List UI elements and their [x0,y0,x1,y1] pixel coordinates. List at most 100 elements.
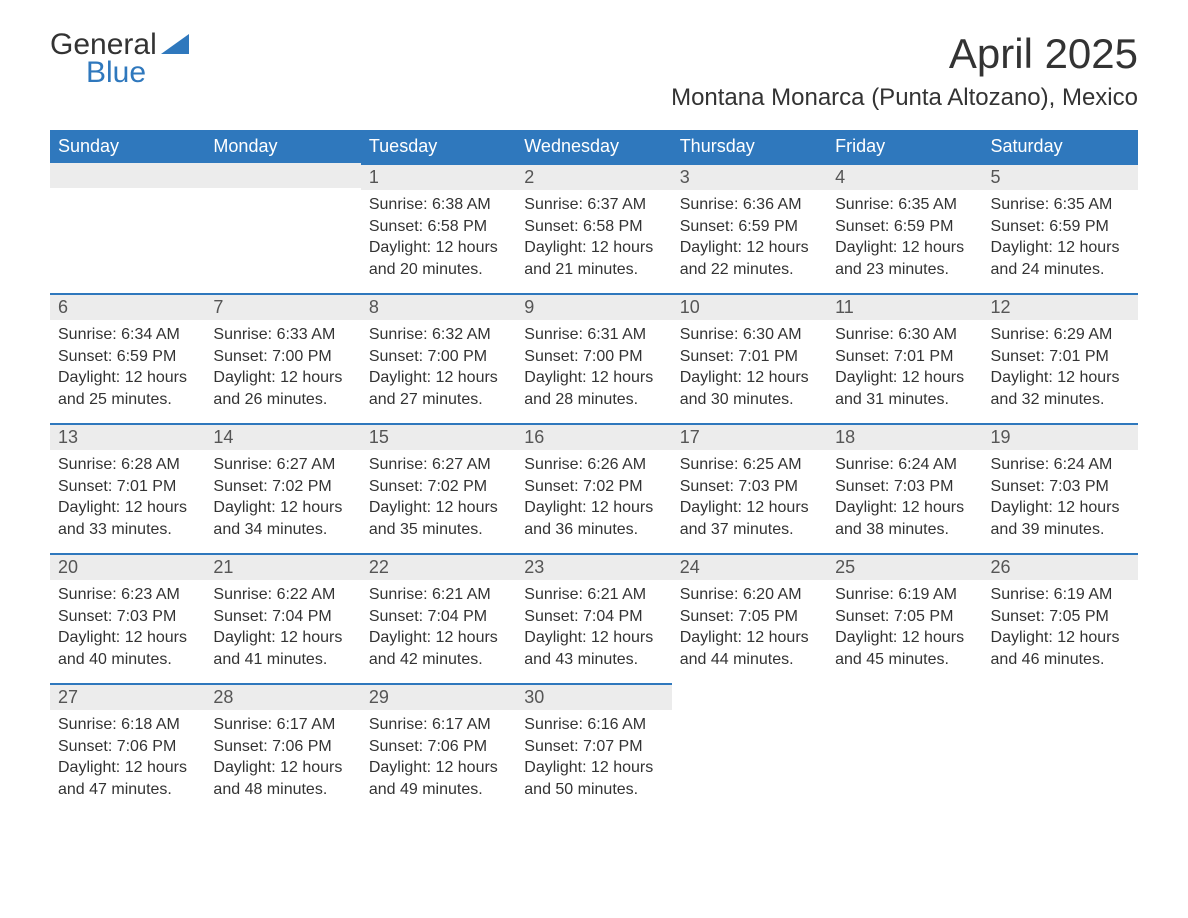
day-line-ss: Sunset: 7:07 PM [524,736,663,758]
day-line-d1: Daylight: 12 hours [213,627,352,649]
day-body: Sunrise: 6:21 AMSunset: 7:04 PMDaylight:… [361,580,516,680]
calendar-cell: 24Sunrise: 6:20 AMSunset: 7:05 PMDayligh… [672,553,827,683]
day-line-sr: Sunrise: 6:29 AM [991,324,1130,346]
day-line-sr: Sunrise: 6:21 AM [369,584,508,606]
day-number: 17 [672,425,827,450]
calendar-cell: 11Sunrise: 6:30 AMSunset: 7:01 PMDayligh… [827,293,982,423]
calendar-week: 13Sunrise: 6:28 AMSunset: 7:01 PMDayligh… [50,423,1138,553]
day-line-sr: Sunrise: 6:19 AM [835,584,974,606]
day-body: Sunrise: 6:36 AMSunset: 6:59 PMDaylight:… [672,190,827,290]
day-number: 1 [361,165,516,190]
day-body: Sunrise: 6:27 AMSunset: 7:02 PMDaylight:… [205,450,360,550]
day-line-sr: Sunrise: 6:18 AM [58,714,197,736]
day-line-ss: Sunset: 6:58 PM [369,216,508,238]
day-number: 10 [672,295,827,320]
day-line-ss: Sunset: 6:59 PM [991,216,1130,238]
day-line-d1: Daylight: 12 hours [213,497,352,519]
day-line-sr: Sunrise: 6:33 AM [213,324,352,346]
day-line-ss: Sunset: 7:04 PM [213,606,352,628]
day-line-d1: Daylight: 12 hours [524,627,663,649]
col-saturday: Saturday [983,130,1138,163]
calendar-table: Sunday Monday Tuesday Wednesday Thursday… [50,130,1138,813]
day-body: Sunrise: 6:16 AMSunset: 7:07 PMDaylight:… [516,710,671,810]
day-line-d1: Daylight: 12 hours [991,237,1130,259]
calendar-week: 6Sunrise: 6:34 AMSunset: 6:59 PMDaylight… [50,293,1138,423]
day-body: Sunrise: 6:24 AMSunset: 7:03 PMDaylight:… [827,450,982,550]
day-line-d1: Daylight: 12 hours [835,627,974,649]
day-line-sr: Sunrise: 6:22 AM [213,584,352,606]
day-line-sr: Sunrise: 6:19 AM [991,584,1130,606]
day-number: 19 [983,425,1138,450]
day-line-ss: Sunset: 7:05 PM [835,606,974,628]
day-line-ss: Sunset: 6:59 PM [680,216,819,238]
calendar-cell: 8Sunrise: 6:32 AMSunset: 7:00 PMDaylight… [361,293,516,423]
calendar-cell: 7Sunrise: 6:33 AMSunset: 7:00 PMDaylight… [205,293,360,423]
day-number-empty [50,163,205,188]
day-line-ss: Sunset: 6:58 PM [524,216,663,238]
day-line-d1: Daylight: 12 hours [58,627,197,649]
day-line-ss: Sunset: 7:01 PM [680,346,819,368]
calendar-cell: 26Sunrise: 6:19 AMSunset: 7:05 PMDayligh… [983,553,1138,683]
day-body: Sunrise: 6:29 AMSunset: 7:01 PMDaylight:… [983,320,1138,420]
day-body: Sunrise: 6:20 AMSunset: 7:05 PMDaylight:… [672,580,827,680]
col-sunday: Sunday [50,130,205,163]
day-line-ss: Sunset: 7:05 PM [991,606,1130,628]
day-number-empty [205,163,360,188]
day-line-d1: Daylight: 12 hours [524,497,663,519]
day-line-d2: and 30 minutes. [680,389,819,411]
day-line-d1: Daylight: 12 hours [58,497,197,519]
day-line-sr: Sunrise: 6:23 AM [58,584,197,606]
calendar-cell [50,163,205,293]
day-body: Sunrise: 6:35 AMSunset: 6:59 PMDaylight:… [827,190,982,290]
day-number: 9 [516,295,671,320]
col-tuesday: Tuesday [361,130,516,163]
calendar-cell: 22Sunrise: 6:21 AMSunset: 7:04 PMDayligh… [361,553,516,683]
calendar-cell: 6Sunrise: 6:34 AMSunset: 6:59 PMDaylight… [50,293,205,423]
day-line-sr: Sunrise: 6:35 AM [991,194,1130,216]
day-line-ss: Sunset: 7:02 PM [524,476,663,498]
day-body: Sunrise: 6:34 AMSunset: 6:59 PMDaylight:… [50,320,205,420]
day-line-sr: Sunrise: 6:36 AM [680,194,819,216]
calendar-cell [672,683,827,813]
day-body: Sunrise: 6:32 AMSunset: 7:00 PMDaylight:… [361,320,516,420]
topbar: General Blue April 2025 Montana Monarca … [50,30,1138,126]
day-line-sr: Sunrise: 6:17 AM [213,714,352,736]
day-body: Sunrise: 6:23 AMSunset: 7:03 PMDaylight:… [50,580,205,680]
day-line-d1: Daylight: 12 hours [524,237,663,259]
calendar-cell: 23Sunrise: 6:21 AMSunset: 7:04 PMDayligh… [516,553,671,683]
day-line-ss: Sunset: 7:04 PM [369,606,508,628]
day-line-ss: Sunset: 7:05 PM [680,606,819,628]
calendar-cell: 14Sunrise: 6:27 AMSunset: 7:02 PMDayligh… [205,423,360,553]
day-number: 2 [516,165,671,190]
day-line-d2: and 35 minutes. [369,519,508,541]
calendar-cell: 12Sunrise: 6:29 AMSunset: 7:01 PMDayligh… [983,293,1138,423]
day-line-d1: Daylight: 12 hours [991,367,1130,389]
day-body: Sunrise: 6:19 AMSunset: 7:05 PMDaylight:… [827,580,982,680]
day-number: 6 [50,295,205,320]
day-number: 16 [516,425,671,450]
calendar-cell: 19Sunrise: 6:24 AMSunset: 7:03 PMDayligh… [983,423,1138,553]
day-line-ss: Sunset: 7:01 PM [991,346,1130,368]
day-line-d2: and 42 minutes. [369,649,508,671]
day-line-d1: Daylight: 12 hours [524,757,663,779]
day-line-ss: Sunset: 7:06 PM [213,736,352,758]
day-body: Sunrise: 6:38 AMSunset: 6:58 PMDaylight:… [361,190,516,290]
day-body: Sunrise: 6:28 AMSunset: 7:01 PMDaylight:… [50,450,205,550]
calendar-cell: 2 Sunrise: 6:37 AMSunset: 6:58 PMDaylight… [516,163,671,293]
day-line-ss: Sunset: 7:01 PM [58,476,197,498]
calendar-cell: 3Sunrise: 6:36 AMSunset: 6:59 PMDaylight… [672,163,827,293]
day-line-d1: Daylight: 12 hours [369,237,508,259]
day-line-d2: and 48 minutes. [213,779,352,801]
col-wednesday: Wednesday [516,130,671,163]
day-body: Sunrise: 6:25 AMSunset: 7:03 PMDaylight:… [672,450,827,550]
calendar-cell [983,683,1138,813]
day-number: 26 [983,555,1138,580]
day-body: Sunrise: 6:17 AMSunset: 7:06 PMDaylight:… [361,710,516,810]
day-line-sr: Sunrise: 6:37 AM [524,194,663,216]
day-number: 22 [361,555,516,580]
calendar-cell [827,683,982,813]
day-line-d1: Daylight: 12 hours [835,367,974,389]
day-line-ss: Sunset: 7:01 PM [835,346,974,368]
calendar-cell: 15Sunrise: 6:27 AMSunset: 7:02 PMDayligh… [361,423,516,553]
day-line-ss: Sunset: 6:59 PM [835,216,974,238]
